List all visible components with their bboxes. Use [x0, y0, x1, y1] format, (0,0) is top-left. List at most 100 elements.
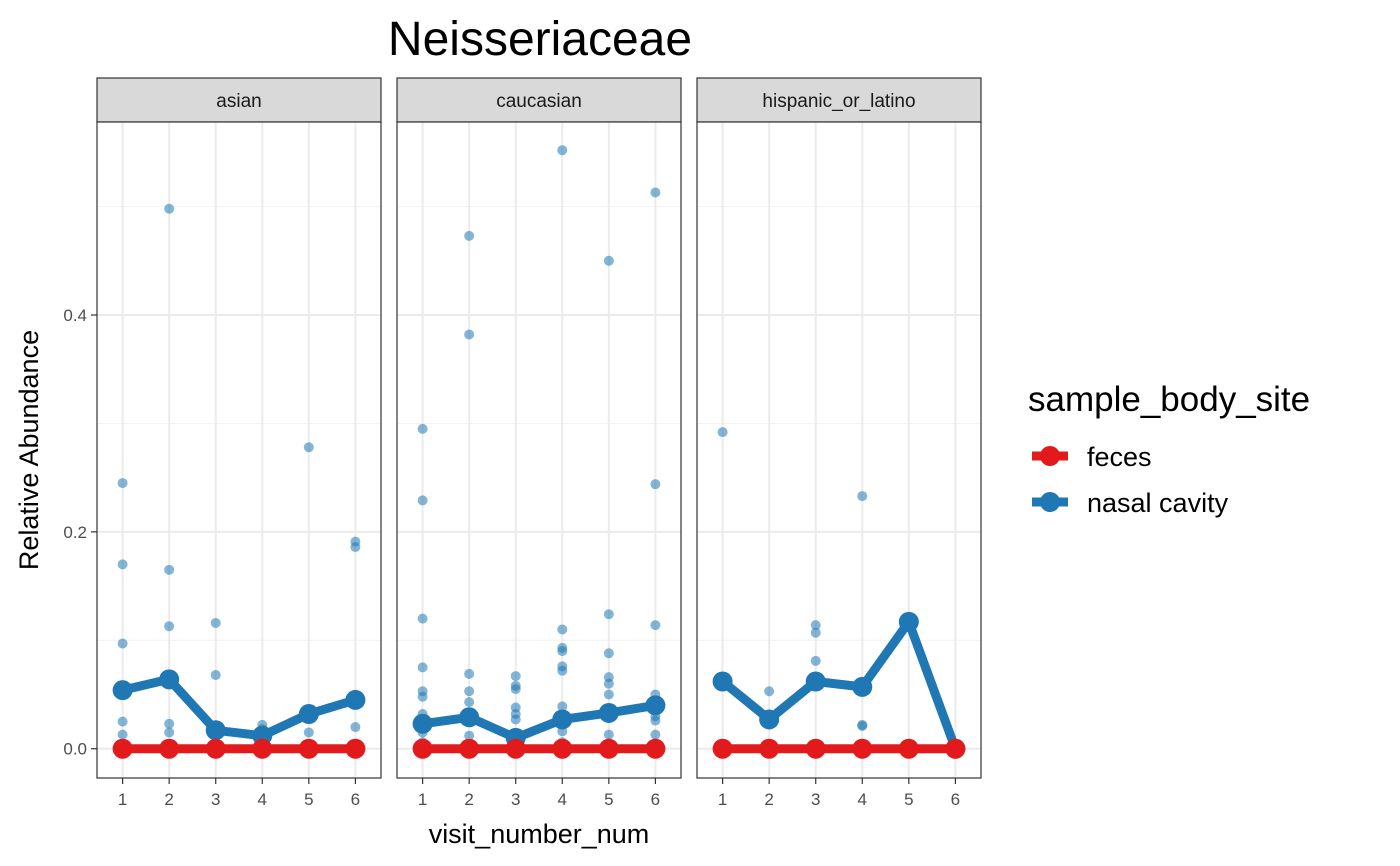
data-point-nasal-cavity	[557, 646, 568, 657]
data-point-nasal-cavity	[557, 701, 568, 712]
data-point-nasal-cavity	[510, 684, 521, 695]
data-point-nasal-cavity	[650, 187, 661, 198]
data-point-nasal-cavity	[650, 479, 661, 490]
facet-strip	[396, 77, 682, 123]
facet-strip	[696, 77, 982, 123]
x-tick-label: 6	[351, 790, 360, 809]
data-point-nasal-cavity	[117, 716, 128, 727]
x-tick-label: 1	[118, 790, 127, 809]
data-point-nasal-cavity	[117, 638, 128, 649]
data-point-nasal-cavity	[303, 727, 314, 738]
series-marker-feces	[552, 738, 573, 759]
series-marker-feces	[159, 738, 180, 759]
panel-border	[396, 121, 682, 779]
panel-background	[97, 122, 381, 778]
x-tick-label: 4	[258, 790, 267, 809]
data-point-nasal-cavity	[464, 697, 475, 708]
data-point-nasal-cavity	[857, 720, 868, 731]
series-marker-feces	[598, 738, 619, 759]
data-point-nasal-cavity	[210, 669, 221, 680]
series-marker-nasal-cavity	[898, 611, 919, 632]
series-marker-nasal-cavity	[298, 704, 319, 725]
data-point-nasal-cavity	[650, 715, 661, 726]
series-marker-feces	[945, 738, 966, 759]
x-tick-label: 3	[511, 790, 520, 809]
data-point-nasal-cavity	[417, 613, 428, 624]
data-point-nasal-cavity	[810, 620, 821, 631]
x-tick-label: 6	[951, 790, 960, 809]
facet-panel-caucasian: caucasian 1 2 3 4 5 6	[396, 77, 682, 809]
data-point-nasal-cavity	[164, 203, 175, 214]
data-point-nasal-cavity	[164, 718, 175, 729]
x-tick-label: 1	[718, 790, 727, 809]
series-line-nasal-cavity	[718, 617, 960, 754]
facet-strip-label: asian	[216, 91, 261, 112]
x-tick-label: 2	[164, 790, 173, 809]
data-point-nasal-cavity	[417, 691, 428, 702]
series-marker-feces	[712, 738, 733, 759]
series-marker-nasal-cavity	[645, 695, 666, 716]
data-point-nasal-cavity	[650, 729, 661, 740]
data-point-nasal-cavity	[603, 729, 614, 740]
data-point-nasal-cavity	[603, 255, 614, 266]
legend-title: sample_body_site	[1028, 380, 1310, 419]
series-marker-feces	[852, 738, 873, 759]
data-point-nasal-cavity	[350, 542, 361, 553]
data-point-nasal-cavity	[557, 624, 568, 635]
data-point-nasal-cavity	[650, 620, 661, 631]
x-tick-label: 5	[904, 790, 913, 809]
series-marker-nasal-cavity	[805, 671, 826, 692]
series-marker-feces	[805, 738, 826, 759]
panel-border	[696, 121, 982, 779]
data-point-nasal-cavity	[417, 423, 428, 434]
series-marker-nasal-cavity	[159, 669, 180, 690]
series-marker-feces	[298, 738, 319, 759]
data-point-nasal-cavity	[417, 662, 428, 673]
series-marker-nasal-cavity	[412, 713, 433, 734]
x-tick-label: 4	[858, 790, 867, 809]
legend-label-feces: feces	[1087, 442, 1152, 472]
data-point-nasal-cavity	[464, 329, 475, 340]
legend-label-nasal-cavity: nasal cavity	[1087, 488, 1229, 518]
series-marker-nasal-cavity	[852, 676, 873, 697]
data-point-nasal-cavity	[464, 668, 475, 679]
data-point-nasal-cavity	[510, 671, 521, 682]
data-point-nasal-cavity	[603, 678, 614, 689]
series-marker-nasal-cavity	[345, 689, 366, 710]
series-marker-feces	[759, 738, 780, 759]
data-point-nasal-cavity	[117, 478, 128, 489]
series-marker-feces	[205, 738, 226, 759]
data-point-nasal-cavity	[464, 730, 475, 741]
data-point-nasal-cavity	[603, 609, 614, 620]
data-point-nasal-cavity	[557, 665, 568, 676]
x-tick-label: 2	[764, 790, 773, 809]
x-tick-label: 3	[211, 790, 220, 809]
series-marker-feces	[459, 738, 480, 759]
data-point-nasal-cavity	[417, 495, 428, 506]
data-point-nasal-cavity	[164, 564, 175, 575]
panel-background	[697, 122, 981, 778]
data-point-nasal-cavity	[717, 427, 728, 438]
series-marker-nasal-cavity	[712, 671, 733, 692]
series-marker-nasal-cavity	[759, 709, 780, 730]
facet-panel-asian: asian 1 2 3 4 5 6 0.0 0.2 0.4	[63, 77, 382, 809]
y-tick-label: 0.4	[63, 306, 87, 325]
data-point-nasal-cavity	[164, 621, 175, 632]
series-marker-nasal-cavity	[598, 702, 619, 723]
data-point-nasal-cavity	[210, 617, 221, 628]
legend-key-marker-nasal-cavity	[1040, 492, 1060, 512]
data-point-nasal-cavity	[810, 655, 821, 666]
x-tick-label: 1	[418, 790, 427, 809]
data-point-nasal-cavity	[117, 559, 128, 570]
data-point-nasal-cavity	[810, 627, 821, 638]
data-point-nasal-cavity	[764, 686, 775, 697]
series-marker-feces	[898, 738, 919, 759]
x-tick-label: 2	[464, 790, 473, 809]
data-point-nasal-cavity	[510, 714, 521, 725]
y-tick-label: 0.2	[63, 523, 87, 542]
series-marker-feces	[112, 738, 133, 759]
panel-background	[397, 122, 681, 778]
legend-key-marker-feces	[1040, 446, 1060, 466]
